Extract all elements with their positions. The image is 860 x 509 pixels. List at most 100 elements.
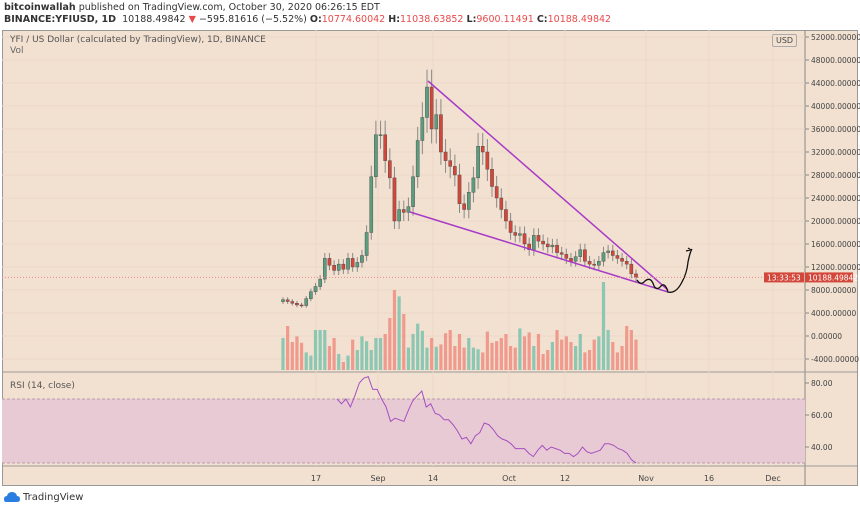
volume-bar [402,314,406,370]
candle [443,151,448,161]
price-tick-label: 16000.00000 [811,240,860,249]
volume-bar [443,333,448,370]
volume-bar [629,330,633,370]
volume-bar [411,334,415,370]
countdown-badge-bg [764,272,804,283]
volume-bar [597,336,601,370]
price-tick-label: 32000.00000 [811,148,860,157]
candle [285,299,290,302]
candle [480,146,485,153]
candle [559,252,564,255]
price-change: −595.81616 (−5.52%) [198,14,307,25]
candle [513,232,518,236]
volume-bar [397,296,401,370]
volume-bar [388,318,392,370]
volume-bar [490,342,494,370]
candle [378,134,383,136]
candle [439,114,443,153]
volume-bar [360,336,364,370]
price-tick-label: 44000.00000 [811,79,860,88]
volume-bar [564,336,568,370]
volume-bar [481,352,485,370]
candle [346,258,350,270]
volume-bar [583,352,587,370]
volume-bar [425,347,429,370]
candle [388,160,392,179]
candle [448,160,453,167]
candle [383,134,387,161]
time-tick-label: Sep [370,474,385,483]
volume-bar [392,290,397,370]
candle [606,250,610,253]
volume-bar [522,336,527,370]
candle [392,177,397,222]
time-tick-label: Nov [638,474,654,483]
volume-bar [634,339,638,370]
volume-bar [295,336,299,370]
candle [304,298,309,306]
candle [411,176,415,207]
candle [634,273,638,278]
volume-bar [499,338,503,370]
open-label: O: [309,14,322,25]
price-tick-label: 12000.00000 [811,263,860,272]
volume-bar [369,350,373,370]
close-label: C: [536,14,548,25]
candle [457,174,462,204]
price-tick-label: 20000.00000 [811,217,860,226]
candle [545,243,550,248]
candle [541,240,545,245]
price-tick-label: 0.00000 [811,332,842,341]
rsi-tick-label: 60.00 [811,411,833,420]
volume-bar [430,338,434,370]
rsi-tick-label: 40.00 [811,443,833,452]
candle [336,263,341,271]
lower-trendline [409,211,669,293]
candle [583,249,587,262]
countdown-badge: 13:33:53 [767,273,801,282]
tradingview-logo[interactable]: TradingView [4,491,83,503]
volume-bar [434,346,438,370]
candle [318,278,322,287]
upper-trendline [427,80,669,291]
volume-bar [615,352,620,370]
symbol-info: BINANCE:YFIUSD, 1D 10188.49842 ▼ −595.81… [4,14,611,25]
time-tick-label: 14 [428,474,438,483]
volume-bar [341,362,345,370]
price-tick-label: 40000.00000 [811,102,860,111]
candle [471,177,476,193]
volume-bar [355,350,359,370]
volume-bar [513,347,517,370]
volume-bar [625,326,629,370]
volume-bar [420,330,424,370]
volume-bar [578,334,582,370]
candle [592,263,596,266]
candle [327,258,332,266]
volume-bar [304,352,308,370]
candle [281,299,285,302]
rsi-band [2,399,805,463]
volume-bar [574,346,578,370]
candle [485,151,490,170]
price-tick-label: 48000.00000 [811,56,860,65]
candle [597,261,601,266]
volume-bar [313,330,318,370]
low-value: 9600.11491 [476,14,534,25]
volume-bar [536,334,541,370]
volume-bar [453,346,457,370]
candle [564,254,569,259]
volume-bar [448,330,452,370]
volume-label: Vol [10,46,24,56]
author[interactable]: bitcoinwallah [4,2,76,13]
candle [601,252,606,262]
currency-button[interactable]: USD [772,34,798,47]
volume-bar [406,347,411,370]
volume-bar [560,339,564,370]
volume-bar [457,334,462,370]
candle [397,209,401,222]
time-tick-label: 17 [311,474,321,483]
volume-bar [611,342,615,370]
volume-bar [601,282,606,370]
volume-bar [299,342,304,370]
